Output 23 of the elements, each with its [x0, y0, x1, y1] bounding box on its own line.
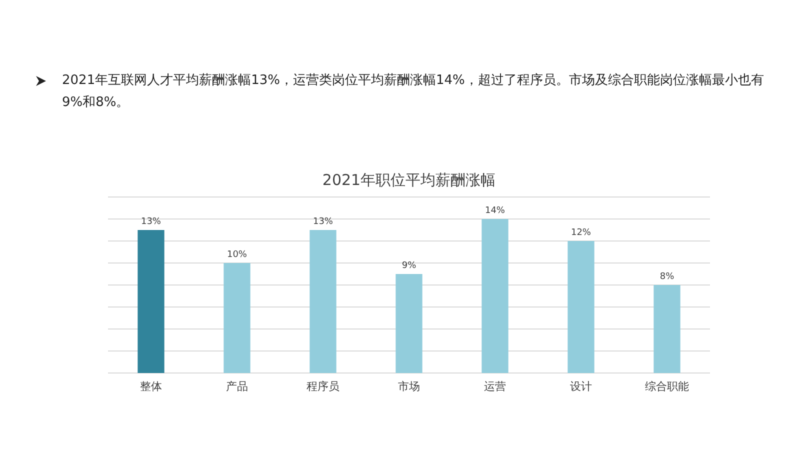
bar: [224, 263, 250, 373]
x-tick-label: 程序员: [306, 380, 340, 393]
bar: [396, 274, 422, 373]
data-label: 13%: [312, 217, 334, 227]
x-tick-label: 设计: [570, 380, 592, 393]
chart-title: 2021年职位平均薪酬涨幅: [322, 171, 496, 189]
data-label: 13%: [140, 217, 162, 227]
bar: [482, 219, 508, 373]
bar: [568, 241, 594, 373]
data-label: 10%: [226, 250, 248, 260]
text: 2021年互联网人才平均薪酬涨幅13%，运营类岗位平均薪酬涨幅14%，超过了程序员。市场及综合职能岗位涨幅最小也有9%和8%。: [61, 72, 765, 112]
bar: [310, 230, 336, 373]
x-tick-label: 市场: [398, 380, 420, 393]
bar: [138, 230, 164, 373]
bar: [654, 285, 680, 373]
data-label: 9%: [402, 261, 417, 271]
x-tick-label: 运营: [484, 380, 506, 393]
x-tick-label: 整体: [140, 380, 162, 393]
x-tick-label: 产品: [226, 380, 248, 393]
x-tick-label: 综合职能: [645, 380, 689, 393]
data-label: 14%: [484, 206, 506, 216]
data-label: 12%: [570, 228, 592, 238]
data-label: 8%: [660, 272, 675, 282]
